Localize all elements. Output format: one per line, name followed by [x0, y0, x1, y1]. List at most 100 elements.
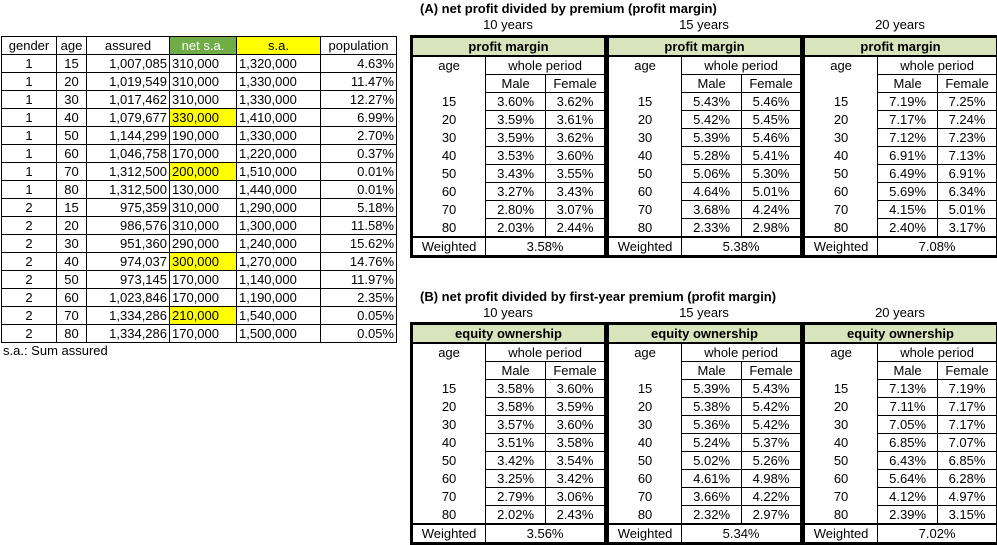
table-cell: 40 [56, 252, 87, 271]
age-cell: 15 [411, 92, 487, 111]
male-value: 3.58% [485, 379, 547, 398]
table-cell: 1,334,286 [86, 324, 170, 343]
table-row: 30 5.36% 5.42% [607, 415, 801, 434]
table-cell: 70 [56, 162, 87, 181]
table-row: 50 3.42% 3.54% [411, 451, 605, 470]
male-value: 3.25% [485, 469, 547, 488]
years-label: 15 years [679, 17, 729, 32]
table-cell: 1,079,677 [86, 108, 170, 127]
weighted-value: 5.34% [681, 523, 801, 543]
table-cell: 1 [1, 162, 57, 181]
female-value: 5.46% [741, 128, 801, 147]
table-cell: 1,312,500 [86, 180, 170, 199]
table-row: 70 4.15% 5.01% [803, 200, 997, 219]
period-header: whole period [485, 55, 605, 75]
table-cell: 170,000 [169, 324, 237, 343]
male-value: 3.51% [485, 433, 547, 452]
age-cell: 20 [411, 110, 487, 129]
male-value: 3.27% [485, 182, 547, 201]
age-cell: 15 [803, 379, 879, 398]
age-cell: 20 [607, 110, 683, 129]
table-cell: 1,540,000 [236, 306, 321, 325]
age-cell: 20 [803, 110, 879, 129]
table-row: 1 40 1,079,677 330,000 1,410,000 6.99% [1, 108, 397, 127]
female-value: 2.44% [545, 218, 605, 238]
age-header-spacer [607, 361, 683, 380]
panel-header: profit margin [608, 37, 801, 57]
table-cell: 0.05% [320, 306, 397, 325]
table-row: 70 2.80% 3.07% [411, 200, 605, 219]
table-cell: 310,000 [169, 198, 237, 217]
female-value: 4.98% [741, 469, 801, 488]
age-cell: 30 [411, 128, 487, 147]
male-value: 6.91% [877, 146, 939, 165]
table-cell: 80 [56, 324, 87, 343]
female-value: 5.42% [741, 415, 801, 434]
table-cell: 40 [56, 108, 87, 127]
table-row: 50 3.43% 3.55% [411, 164, 605, 183]
table-row: 2 50 973,145 170,000 1,140,000 11.97% [1, 270, 397, 289]
section-a-title: (A) net profit divided by premium (profi… [420, 1, 717, 16]
period-header: whole period [485, 342, 605, 362]
age-cell: 80 [607, 218, 683, 237]
table-row: 2 20 986,576 310,000 1,300,000 11.58% [1, 216, 397, 235]
age-cell: 60 [411, 469, 487, 488]
table-row: 60 4.61% 4.98% [607, 469, 801, 488]
table-row: 1 60 1,046,758 170,000 1,220,000 0.37% [1, 144, 397, 163]
col-header-assured: assured [86, 36, 170, 55]
table-cell: 50 [56, 126, 87, 145]
male-value: 2.33% [681, 218, 743, 238]
panel-header: equity ownership [804, 324, 997, 344]
age-cell: 40 [411, 433, 487, 452]
female-header: Female [741, 361, 801, 380]
male-header: Male [877, 361, 939, 380]
female-value: 7.25% [937, 92, 997, 111]
male-value: 5.69% [877, 182, 939, 201]
age-cell: 50 [607, 164, 683, 183]
female-header: Female [545, 361, 605, 380]
table-cell: 2 [1, 270, 57, 289]
table-cell: 1,046,758 [86, 144, 170, 163]
age-header: age [803, 342, 879, 362]
female-value: 2.43% [545, 505, 605, 525]
table-cell: 310,000 [169, 216, 237, 235]
age-cell: 40 [803, 433, 879, 452]
male-value: 2.39% [877, 505, 939, 525]
profit-panel: profit margin age whole period Male Female 15… [606, 35, 803, 258]
male-value: 3.53% [485, 146, 547, 165]
table-row: 50 6.49% 6.91% [803, 164, 997, 183]
table-cell: 1 [1, 54, 57, 73]
table-row: 1 50 1,144,299 190,000 1,330,000 2.70% [1, 126, 397, 145]
female-value: 7.23% [937, 128, 997, 147]
table-cell: 975,359 [86, 198, 170, 217]
table-row: 30 3.57% 3.60% [411, 415, 605, 434]
table-cell: 70 [56, 306, 87, 325]
male-value: 5.24% [681, 433, 743, 452]
male-value: 7.11% [877, 397, 939, 416]
table-row: 2 15 975,359 310,000 1,290,000 5.18% [1, 198, 397, 217]
age-cell: 70 [411, 200, 487, 219]
female-value: 5.37% [741, 433, 801, 452]
age-cell: 40 [803, 146, 879, 165]
table-cell: 170,000 [169, 288, 237, 307]
table-row: 80 2.33% 2.98% [607, 218, 801, 238]
age-cell: 40 [607, 433, 683, 452]
male-value: 5.38% [681, 397, 743, 416]
table-row: 50 5.02% 5.26% [607, 451, 801, 470]
section-b-title: (B) net profit divided by first-year pre… [420, 289, 777, 304]
age-cell: 15 [607, 92, 683, 111]
male-value: 4.64% [681, 182, 743, 201]
profit-panel: equity ownership age whole period Male Femal… [410, 322, 607, 545]
female-header: Female [545, 74, 605, 93]
male-value: 3.59% [485, 110, 547, 129]
female-value: 2.98% [741, 218, 801, 238]
demographics-table: gender age assured net s.a. s.a. populat… [1, 36, 397, 343]
table-row: 50 6.43% 6.85% [803, 451, 997, 470]
age-cell: 15 [803, 92, 879, 111]
table-row: 70 4.12% 4.97% [803, 487, 997, 506]
table-row: 15 7.13% 7.19% [803, 379, 997, 398]
female-value: 5.30% [741, 164, 801, 183]
table-cell: 15 [56, 54, 87, 73]
table-cell: 15.62% [320, 234, 397, 253]
male-value: 4.61% [681, 469, 743, 488]
